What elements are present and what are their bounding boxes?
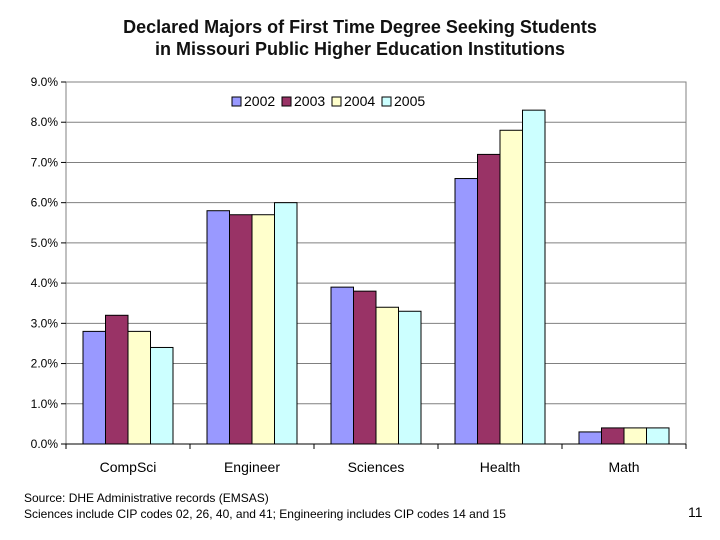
bar-health-2005 <box>522 109 546 445</box>
bar-health-2003 <box>477 153 501 445</box>
slide-number: 11 <box>688 504 703 520</box>
bar-sciences-2005 <box>398 310 422 445</box>
bar-health-2004 <box>499 129 523 445</box>
legend-label-2004: 2004 <box>344 93 375 109</box>
bar-math-2002 <box>578 431 602 445</box>
x-tick-label: Engineer <box>224 459 280 475</box>
bar-math-2005 <box>646 427 670 445</box>
chart-title-block: Declared Majors of First Time Degree See… <box>0 16 720 60</box>
legend-swatch-2005 <box>381 96 392 107</box>
bar-compsci-2005 <box>150 346 174 445</box>
x-tick-label: CompSci <box>100 459 157 475</box>
bar-engineer-2003 <box>229 214 253 445</box>
bar-compsci-2002 <box>82 330 106 445</box>
legend-label-2005: 2005 <box>394 93 425 109</box>
y-tick-label: 2.0% <box>31 357 59 371</box>
bar-sciences-2002 <box>330 286 354 445</box>
chart-title: Declared Majors of First Time Degree See… <box>123 17 597 37</box>
x-tick-label: Health <box>480 459 520 475</box>
bar-sciences-2003 <box>353 290 377 445</box>
bar-sciences-2004 <box>375 306 399 445</box>
x-tick-label: Sciences <box>348 459 405 475</box>
y-tick-label: 3.0% <box>31 316 59 330</box>
legend-swatch-2003 <box>281 96 292 107</box>
x-tick-label: Math <box>608 459 639 475</box>
legend-swatch-2004 <box>331 96 342 107</box>
y-tick-label: 4.0% <box>31 276 59 290</box>
cip-note: Sciences include CIP codes 02, 26, 40, a… <box>24 507 506 521</box>
bar-engineer-2004 <box>251 214 275 445</box>
bar-compsci-2004 <box>127 330 151 445</box>
y-tick-label: 0.0% <box>31 437 59 451</box>
bar-engineer-2005 <box>274 202 298 445</box>
bar-math-2004 <box>623 427 647 445</box>
bar-math-2003 <box>601 427 625 445</box>
chart-footer: Source: DHE Administrative records (EMSA… <box>24 490 506 522</box>
legend-label-2002: 2002 <box>244 93 275 109</box>
legend-label-2003: 2003 <box>294 93 325 109</box>
bar-compsci-2003 <box>105 314 129 445</box>
y-tick-label: 1.0% <box>31 397 59 411</box>
y-tick-label: 5.0% <box>31 236 59 250</box>
bar-health-2002 <box>454 178 478 445</box>
source-note: Source: DHE Administrative records (EMSA… <box>24 491 269 505</box>
y-tick-label: 6.0% <box>31 196 59 210</box>
legend-swatch-2002 <box>231 96 242 107</box>
chart-subtitle: in Missouri Public Higher Education Inst… <box>154 39 566 59</box>
y-tick-label: 8.0% <box>31 115 59 129</box>
y-tick-label: 9.0% <box>31 75 59 89</box>
y-tick-label: 7.0% <box>31 155 59 169</box>
bar-engineer-2002 <box>206 210 230 445</box>
